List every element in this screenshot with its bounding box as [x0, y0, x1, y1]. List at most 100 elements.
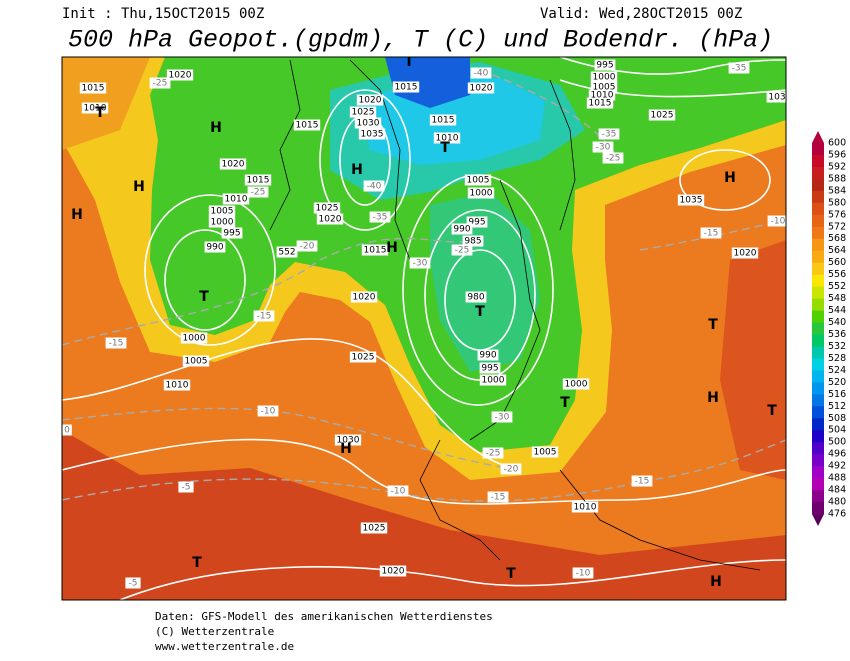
temperature-label: -15: [491, 493, 506, 503]
colorbar-tick-label: 504: [828, 425, 846, 436]
colorbar-swatch: [812, 154, 824, 168]
pressure-label-box: [358, 128, 386, 140]
pressure-label-box: [349, 106, 377, 118]
pressure-label-box: [166, 69, 194, 81]
pressure-label-box: [204, 241, 226, 253]
temperature-label-box: [572, 567, 594, 579]
pressure-label: 1020: [734, 249, 757, 259]
temperature-label-box: [592, 141, 614, 153]
pressure-label-box: [433, 132, 461, 144]
pressure-label-box: [354, 117, 382, 129]
footer-line: (C) Wetterzentrale: [155, 625, 274, 638]
pressure-label-box: [182, 355, 210, 367]
colorbar-swatch: [812, 286, 824, 300]
field-green-cyan: [430, 192, 540, 372]
pressure-label-box: [180, 332, 208, 344]
pressure-label-box: [731, 247, 759, 259]
colorbar-tick-label: 500: [828, 437, 846, 448]
pressure-label: 1020: [319, 215, 342, 225]
colorbar-tick-label: 588: [828, 173, 846, 184]
temperature-label-box: [487, 491, 509, 503]
temperature-label: -40: [474, 69, 489, 79]
temperature-label-box: [387, 485, 409, 497]
pressure-label: 995: [596, 61, 613, 71]
pressure-label: 1015: [589, 99, 612, 109]
temperature-label: -15: [704, 229, 719, 239]
temperature-label: -25: [455, 246, 470, 256]
pressure-label-box: [590, 81, 618, 93]
colorbar-bottom-arrow: [812, 514, 824, 526]
pressure-label: 1000: [593, 73, 616, 83]
pressure-center: H: [340, 441, 352, 457]
temperature-label-box: [728, 62, 750, 74]
pressure-label: 1020: [470, 84, 493, 94]
pressure-label-box: [313, 202, 341, 214]
temperature-label: -20: [300, 242, 315, 252]
temperature-label-box: [296, 240, 318, 252]
colorbar-tick-label: 564: [828, 245, 846, 256]
pressure-label-box: [392, 81, 420, 93]
colorbar-tick-label: 488: [828, 473, 846, 484]
pressure-label: 990: [206, 243, 223, 253]
pressure-label-box: [361, 244, 389, 256]
pressure-label-box: [462, 235, 484, 247]
temperature-label-box: [369, 211, 391, 223]
pressure-label-box: [467, 187, 495, 199]
pressure-center: T: [560, 395, 570, 411]
field-blue: [385, 57, 470, 108]
pressure-label: 1035: [680, 196, 703, 206]
pressure-label-box: [466, 216, 488, 228]
field-red: [62, 430, 786, 600]
pressure-label: 990: [453, 225, 470, 235]
pressure-label: 1025: [651, 111, 674, 121]
pressure-center: T: [475, 304, 485, 320]
pressure-label-box: [531, 446, 559, 458]
field-red: [720, 240, 786, 480]
pressure-label: 1010: [84, 104, 107, 114]
temperature-label: -30: [596, 143, 611, 153]
pressure-label: 1020: [382, 567, 405, 577]
colorbar-tick-label: 476: [828, 509, 846, 520]
pressure-label-box: [360, 522, 388, 534]
pressure-label: 1005: [534, 448, 557, 458]
pressure-label: 1015: [82, 84, 105, 94]
pressure-label: 995: [468, 218, 485, 228]
temperature-label: -10: [771, 217, 786, 227]
colorbar-swatch: [812, 202, 824, 216]
colorbar-swatch: [812, 346, 824, 359]
pressure-label: 1005: [185, 357, 208, 367]
colorbar-swatch: [812, 214, 824, 228]
temperature-label-box: [598, 128, 620, 140]
pressure-center: H: [710, 574, 722, 590]
colorbar-tick-label: 536: [828, 329, 846, 340]
temperature-label-box: [631, 475, 653, 487]
colorbar-tick-label: 524: [828, 365, 846, 376]
colorbar-swatch: [812, 166, 824, 180]
pressure-label-box: [221, 227, 243, 239]
pressure-label: 1010: [166, 381, 189, 391]
colorbar-tick-label: 548: [828, 293, 846, 304]
temperature-label-box: [62, 424, 72, 436]
temperature-label: -10: [261, 407, 276, 417]
isobars: [62, 57, 786, 600]
pressure-center: H: [386, 240, 398, 256]
pressure-center: T: [506, 566, 516, 582]
colorbar-swatch: [812, 442, 824, 455]
colorbar-swatch: [812, 274, 824, 288]
temperature-label: 0: [64, 426, 70, 436]
colorbar-tick-label: 560: [828, 257, 846, 268]
pressure-label: 103: [768, 93, 785, 103]
colorbar-swatch: [812, 334, 824, 347]
pressure-label: 1015: [395, 83, 418, 93]
pressure-label: 1010: [225, 195, 248, 205]
pressure-label: 1025: [316, 204, 339, 214]
temperature-label: -30: [413, 259, 428, 269]
temperature-label-box: [470, 67, 492, 79]
temperature-label-box: [125, 577, 141, 589]
temperature-label-box: [500, 463, 522, 475]
temperature-label-box: [253, 310, 275, 322]
colorbar-tick-label: 492: [828, 461, 846, 472]
